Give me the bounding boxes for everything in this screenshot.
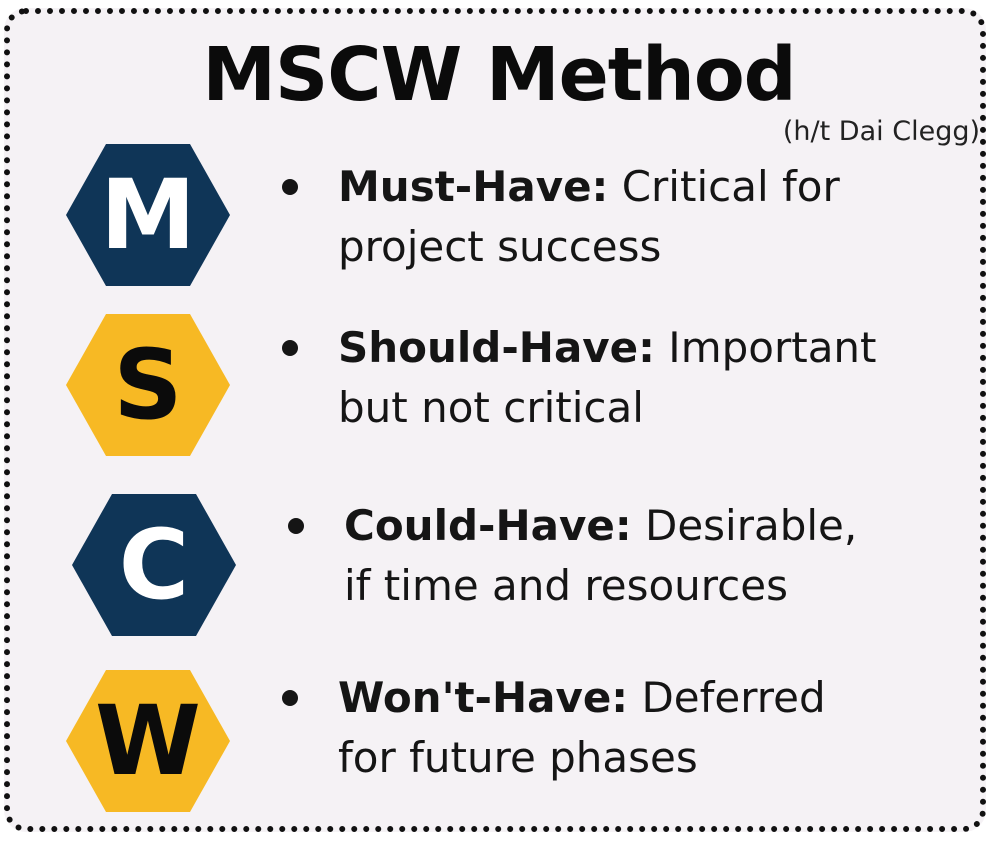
item-term: Should-Have: bbox=[338, 323, 655, 372]
item-description: Deferred bbox=[628, 673, 826, 722]
hexagon-shape bbox=[66, 314, 230, 456]
item-term: Won't-Have: bbox=[338, 673, 629, 722]
item-description: Desirable, bbox=[631, 501, 858, 550]
item-term: Must-Have: bbox=[338, 162, 609, 211]
bullet-icon bbox=[282, 690, 298, 706]
item-description: Important bbox=[654, 323, 877, 372]
item-term: Could-Have: bbox=[344, 501, 632, 550]
should-have-hexagon: S bbox=[64, 312, 232, 458]
hexagon-letter: M bbox=[100, 159, 196, 271]
item-description: Critical for bbox=[608, 162, 840, 211]
hexagon-letter: S bbox=[113, 329, 183, 441]
item-text: Must-Have: Critical for project success bbox=[338, 157, 958, 277]
credit-note: (h/t Dai Clegg) bbox=[782, 116, 980, 147]
hexagon-letter: W bbox=[95, 685, 201, 797]
wont-have-hexagon: W bbox=[64, 668, 232, 814]
could-have-hexagon: C bbox=[70, 492, 238, 638]
item-text: Should-Have: Important but not critical bbox=[338, 318, 958, 438]
bullet-icon bbox=[282, 340, 298, 356]
item-description-line2: but not critical bbox=[338, 383, 644, 432]
bullet-icon bbox=[288, 518, 304, 534]
item-description-line2: project success bbox=[338, 222, 662, 271]
item-description-line2: for future phases bbox=[338, 733, 698, 782]
item-text: Won't-Have: Deferred for future phases bbox=[338, 668, 958, 788]
hexagon-shape bbox=[66, 670, 230, 812]
hexagon-shape bbox=[72, 494, 236, 636]
bullet-icon bbox=[282, 179, 298, 195]
hexagon-letter: C bbox=[118, 509, 190, 621]
must-have-hexagon: M bbox=[64, 142, 232, 288]
item-description-line2: if time and resources bbox=[344, 561, 788, 610]
item-text: Could-Have: Desirable, if time and resou… bbox=[344, 496, 964, 616]
page-title: MSCW Method bbox=[202, 32, 796, 118]
hexagon-shape bbox=[66, 144, 230, 286]
